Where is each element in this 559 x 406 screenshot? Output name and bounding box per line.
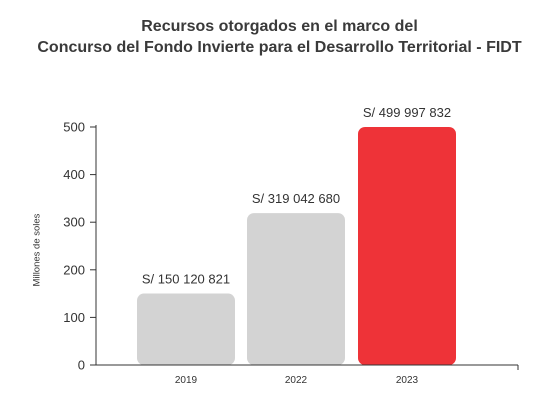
- y-tick-label: 100: [63, 310, 85, 325]
- y-tick-label: 400: [63, 167, 85, 182]
- x-tick-label: 2023: [396, 375, 419, 386]
- y-axis: 0 100 200 300 400 500: [63, 120, 97, 373]
- data-label: S/ 150 120 821: [142, 272, 230, 287]
- bar: [247, 213, 345, 365]
- bars: S/ 150 120 821 S/ 319 042 680 S/ 499 997 8…: [137, 105, 456, 365]
- chart-title: Recursos otorgados en el marco del Concu…: [0, 16, 559, 58]
- x-tick-label: 2019: [175, 375, 198, 386]
- bar: [358, 127, 456, 365]
- y-tick-label: 200: [63, 262, 85, 277]
- x-axis: 2019 2022 2023: [96, 364, 519, 386]
- y-tick-label: 500: [63, 120, 85, 135]
- chart-title-line-1: Recursos otorgados en el marco del: [141, 18, 418, 35]
- data-label: S/ 499 997 832: [363, 105, 451, 120]
- data-label: S/ 319 042 680: [252, 191, 340, 206]
- x-tick-label: 2022: [285, 375, 308, 386]
- y-tick-label: 300: [63, 215, 85, 230]
- chart-title-line-2: Concurso del Fondo Invierte para el Desa…: [37, 39, 522, 56]
- y-tick-label: 0: [78, 358, 85, 373]
- bar: [137, 293, 235, 365]
